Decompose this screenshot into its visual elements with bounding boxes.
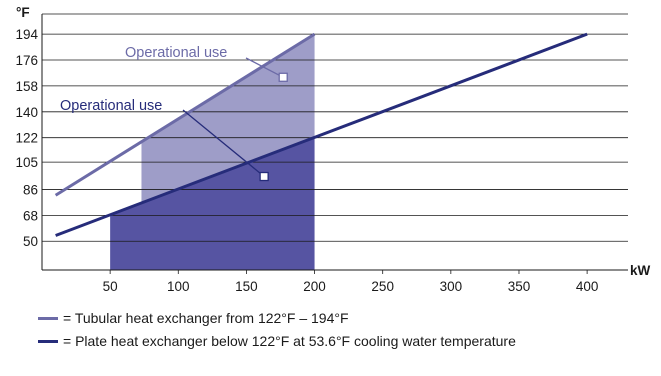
- gridlines: [42, 13, 628, 242]
- y-tick-label: 105: [15, 155, 38, 170]
- series-lines: [54, 32, 588, 237]
- x-tick-label: 250: [371, 279, 394, 294]
- legend-label-plate: = Plate heat exchanger below 122°F at 53…: [63, 333, 516, 349]
- legend-swatch-plate: [38, 339, 58, 343]
- y-unit-label: °F: [16, 5, 30, 20]
- y-tick-label: 140: [15, 105, 38, 120]
- y-tick-label: 86: [23, 182, 38, 197]
- x-tick-label: 100: [167, 279, 190, 294]
- tubular-operational-area: [141, 34, 315, 203]
- axes: [41, 14, 628, 271]
- annotation-label: Operational use: [60, 98, 162, 114]
- legend-item-plate: = Plate heat exchanger below 122°F at 53…: [38, 333, 516, 349]
- y-tick-label: 176: [15, 53, 38, 68]
- annotation-leader: [182, 109, 265, 178]
- x-tick-label: 50: [103, 279, 118, 294]
- heat-exchanger-chart: 50 68 86 105 122 140 158 176 194 50 100 150 200 250 3…: [15, 5, 651, 294]
- y-tick-label: 50: [23, 234, 38, 249]
- legend-item-tubular: = Tubular heat exchanger from 122°F – 19…: [38, 310, 349, 326]
- annotation-marker: [259, 171, 269, 182]
- annotations: Operational use Operational use: [60, 45, 288, 182]
- annotation-label: Operational use: [125, 45, 227, 61]
- plate-operational-area: [110, 137, 315, 270]
- x-tick-label: 350: [508, 279, 531, 294]
- tubular-line: [54, 32, 316, 197]
- x-tick-label: 200: [303, 279, 326, 294]
- x-tick-label: 400: [576, 279, 599, 294]
- legend-label-tubular: = Tubular heat exchanger from 122°F – 19…: [63, 310, 349, 326]
- operational-areas: [110, 34, 315, 270]
- x-tick-label: 300: [440, 279, 463, 294]
- y-tick-label: 194: [15, 27, 38, 42]
- y-tick-label: 158: [15, 79, 38, 94]
- y-tick-label: 122: [15, 131, 38, 146]
- x-unit-label: kW: [630, 263, 651, 278]
- y-tick-label: 68: [23, 208, 38, 223]
- x-tick-labels: 50 100 150 200 250 300 350 400: [103, 270, 599, 294]
- annotation-leader: [245, 57, 284, 78]
- plate-line: [55, 32, 588, 237]
- legend-swatch-tubular: [38, 316, 58, 320]
- x-tick-label: 150: [235, 279, 258, 294]
- y-tick-labels: 50 68 86 105 122 140 158 176 194: [15, 27, 38, 249]
- annotation-marker: [278, 72, 288, 82]
